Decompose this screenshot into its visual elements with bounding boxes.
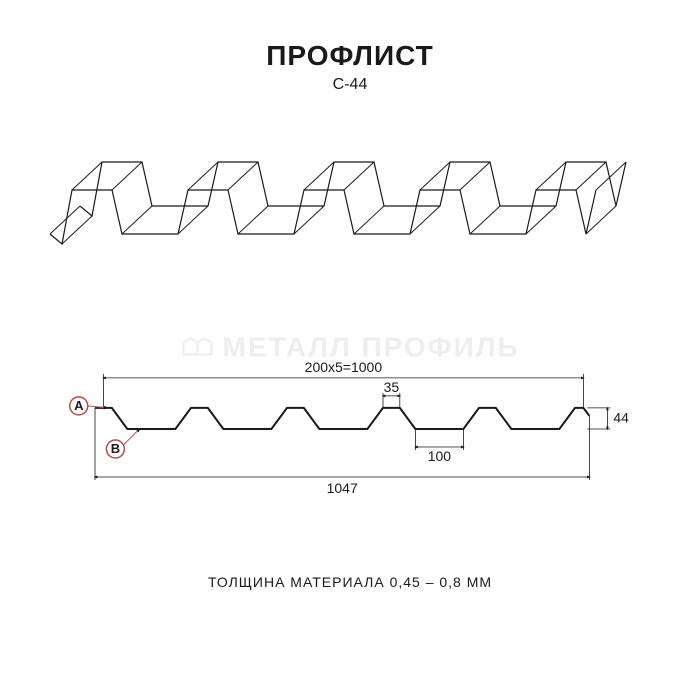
page-subtitle: С-44 <box>30 76 670 94</box>
isometric-svg <box>40 134 660 264</box>
svg-text:35: 35 <box>384 379 400 395</box>
svg-text:A: A <box>74 398 84 413</box>
svg-text:200x5=1000: 200x5=1000 <box>305 359 383 375</box>
footer-text: ТОЛЩИНА МАТЕРИАЛА 0,45 – 0,8 ММ <box>30 574 670 590</box>
svg-text:100: 100 <box>428 448 452 464</box>
page: МЕТАЛЛ ПРОФИЛЬ ПРОФЛИСТ С-44 200x5=10003… <box>0 0 700 700</box>
isometric-view <box>30 134 670 264</box>
svg-text:1047: 1047 <box>327 480 358 496</box>
cross-section-view: 200x5=100035 100 44 1047 A B <box>30 324 670 524</box>
svg-text:44: 44 <box>613 409 629 425</box>
svg-text:B: B <box>111 441 120 456</box>
cross-section-svg: 200x5=100035 100 44 1047 A B <box>50 324 650 524</box>
page-title: ПРОФЛИСТ <box>30 40 670 72</box>
header: ПРОФЛИСТ С-44 <box>30 40 670 94</box>
